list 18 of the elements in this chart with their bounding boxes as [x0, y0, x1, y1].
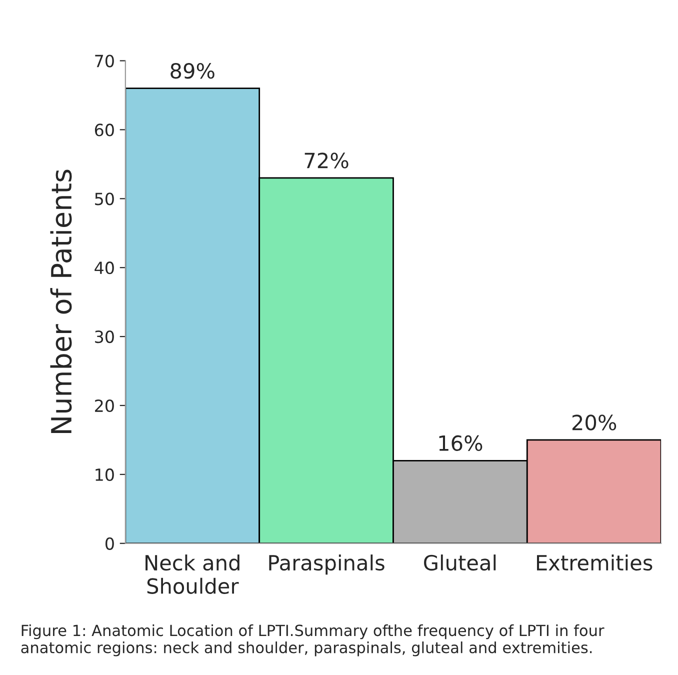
x-tick-label: Gluteal	[424, 554, 496, 571]
annotation: 72%	[304, 152, 348, 168]
y-tick-label: 60	[94, 124, 114, 136]
annotation: 89%	[170, 62, 214, 79]
y-tick-label: 0	[106, 537, 114, 550]
x-tick-label: Extremities	[537, 554, 652, 571]
x-tick-label: Neck and Shoulder	[146, 554, 240, 594]
y-axis-title: Number of Patients	[50, 170, 72, 433]
x-tick-label: Paraspinals	[269, 554, 384, 575]
y-tick-label: 30	[95, 330, 114, 344]
y-tick-label: 20	[95, 399, 114, 412]
y-tick-label: 40	[94, 262, 114, 274]
y-tick-label: 10	[96, 468, 114, 481]
y-tick-label: 70	[95, 54, 114, 68]
annotation: 16%	[439, 435, 482, 452]
caption: Figure 1: Anatomic Location of LPTI.Summary ofthe frequency of LPTI in four anatomic regions: neck and shoulder, paraspinals, gluteal and extremities.	[21, 624, 604, 656]
annotation: 20%	[572, 414, 616, 430]
y-tick-label: 50	[95, 192, 114, 206]
